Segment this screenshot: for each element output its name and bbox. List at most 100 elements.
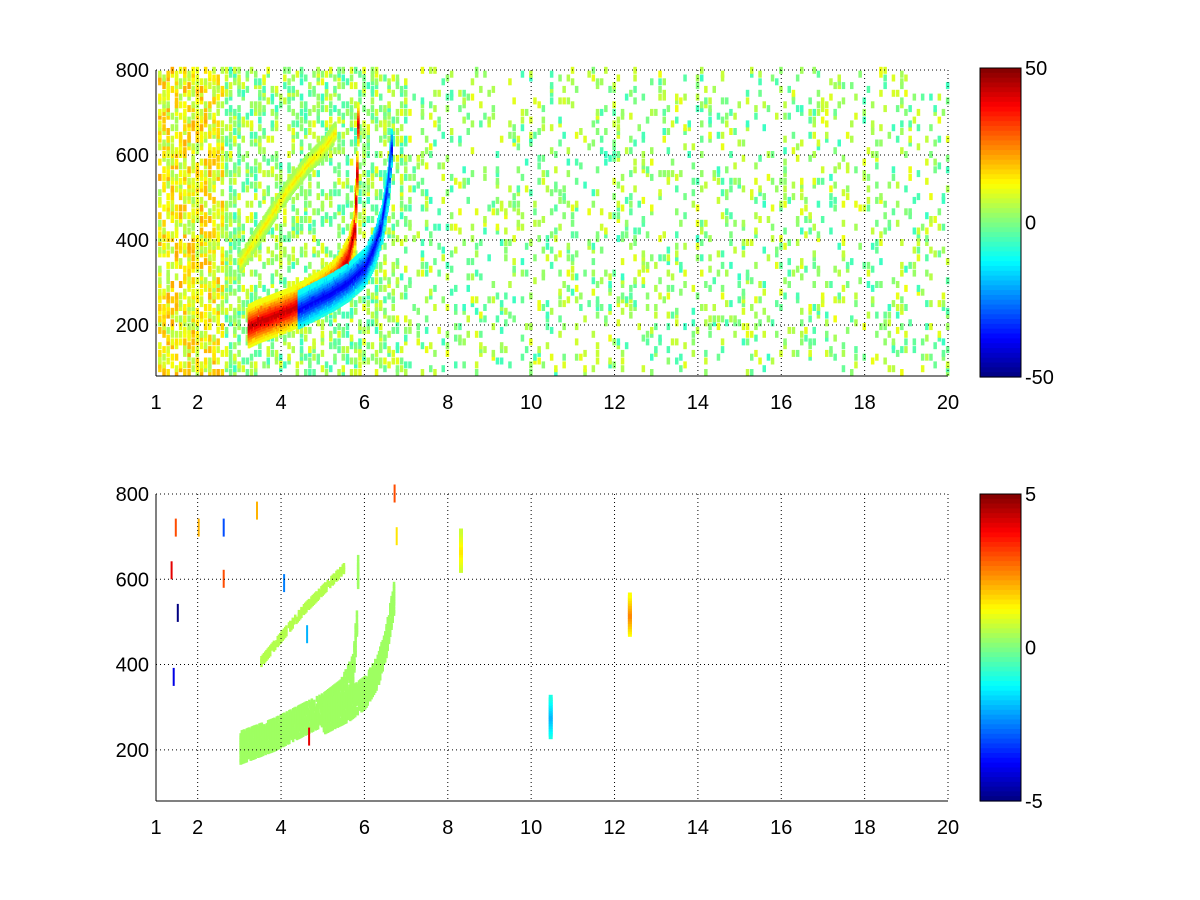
- heatmap-cell: [187, 281, 191, 288]
- heatmap-cell: [591, 246, 596, 254]
- heatmap-cell: [579, 128, 583, 135]
- heatmap-cell: [370, 277, 375, 285]
- heatmap-cell: [925, 269, 929, 277]
- heatmap-cell: [679, 265, 683, 273]
- heatmap-cell: [316, 101, 320, 109]
- heatmap-cell: [887, 304, 892, 311]
- heatmap-cell: [308, 173, 312, 181]
- heatmap-cell: [391, 116, 395, 124]
- heatmap-cell: [358, 89, 362, 97]
- heatmap-cell: [341, 365, 345, 373]
- heatmap-cell: [174, 185, 179, 193]
- heatmap-cell: [312, 70, 316, 78]
- heatmap-cell: [279, 166, 283, 174]
- heatmap-cell: [558, 269, 562, 277]
- heatmap-cell: [945, 135, 950, 143]
- heatmap-cell: [404, 265, 408, 273]
- heatmap-cell: [287, 89, 291, 97]
- heatmap-cell: [170, 70, 175, 78]
- heatmap-cell: [349, 120, 354, 128]
- heatmap-cell: [800, 193, 804, 201]
- heatmap-cell: [725, 120, 729, 128]
- heatmap-cell: [616, 116, 621, 124]
- heatmap-cell: [683, 281, 687, 288]
- heatmap-cell: [445, 342, 450, 350]
- heatmap-cell: [391, 349, 395, 357]
- heatmap-cell: [341, 216, 345, 223]
- heatmap-cell: [270, 97, 275, 105]
- heatmap-cell: [233, 189, 237, 197]
- heatmap-cell: [787, 196, 791, 204]
- heatmap-cell: [208, 346, 212, 354]
- heatmap-cell: [691, 330, 696, 338]
- heatmap-cell: [241, 89, 245, 97]
- heatmap-cell: [900, 128, 904, 135]
- heatmap-cell: [362, 296, 366, 304]
- heatmap-cell: [658, 78, 662, 86]
- heatmap-cell: [545, 323, 550, 331]
- heatmap-cell: [599, 223, 604, 231]
- heatmap-cell: [287, 66, 291, 74]
- heatmap-cell: [212, 158, 216, 166]
- heatmap-cell: [178, 365, 183, 373]
- heatmap-cell: [199, 219, 204, 227]
- heatmap-cell: [516, 166, 521, 174]
- heatmap-cell: [516, 135, 521, 143]
- heatmap-cell: [329, 101, 333, 109]
- heatmap-cell: [199, 342, 204, 350]
- heatmap-cell: [825, 281, 829, 288]
- heatmap-cell: [454, 307, 458, 315]
- heatmap-cell: [349, 74, 354, 82]
- heatmap-cell: [308, 357, 312, 365]
- heatmap-cell: [233, 269, 237, 277]
- heatmap-cell: [274, 349, 279, 357]
- heatmap-cell: [708, 254, 712, 262]
- heatmap-cell: [704, 231, 708, 239]
- heatmap-cell: [320, 242, 325, 250]
- heatmap-cell: [770, 204, 775, 212]
- heatmap-cell: [654, 323, 658, 331]
- heatmap-cell: [203, 281, 208, 288]
- heatmap-cell: [474, 70, 479, 78]
- heatmap-cell: [228, 70, 233, 78]
- heatmap-cell: [720, 70, 725, 78]
- heatmap-cell: [704, 319, 708, 327]
- heatmap-cell: [379, 342, 383, 350]
- heatmap-cell: [362, 85, 366, 93]
- heatmap-cell: [287, 97, 291, 105]
- heatmap-cell: [408, 361, 412, 369]
- heatmap-cell: [720, 131, 725, 139]
- heatmap-cell: [700, 170, 704, 178]
- heatmap-cell: [237, 284, 241, 292]
- heatmap-cell: [170, 135, 175, 143]
- heatmap-cell: [591, 200, 596, 208]
- heatmap-cell: [845, 265, 850, 273]
- heatmap-cell: [237, 131, 241, 139]
- heatmap-cell: [620, 281, 625, 288]
- heatmap-cell: [258, 242, 262, 250]
- heatmap-cell: [341, 120, 345, 128]
- heatmap-cell: [174, 82, 179, 90]
- heatmap-cell: [595, 296, 600, 304]
- heatmap-cell: [191, 292, 195, 300]
- heatmap-cell: [537, 346, 541, 354]
- heatmap-cell: [241, 311, 245, 319]
- heatmap-cell: [549, 246, 554, 254]
- heatmap-cell: [216, 74, 220, 82]
- heatmap-cell: [304, 334, 308, 342]
- heatmap-cell: [299, 108, 304, 116]
- heatmap-cell: [228, 116, 233, 124]
- heatmap-cell: [237, 235, 241, 243]
- heatmap-cell: [233, 311, 237, 319]
- heatmap-cell: [262, 147, 266, 155]
- heatmap-cell: [366, 323, 370, 331]
- heatmap-cell: [254, 212, 258, 220]
- heatmap-cell: [233, 315, 237, 323]
- heatmap-cell: [608, 154, 612, 162]
- heatmap-cell: [199, 135, 204, 143]
- heatmap-cell: [254, 250, 258, 258]
- heatmap-cell: [304, 131, 308, 139]
- heatmap-cell: [858, 204, 862, 212]
- heatmap-cell: [324, 120, 329, 128]
